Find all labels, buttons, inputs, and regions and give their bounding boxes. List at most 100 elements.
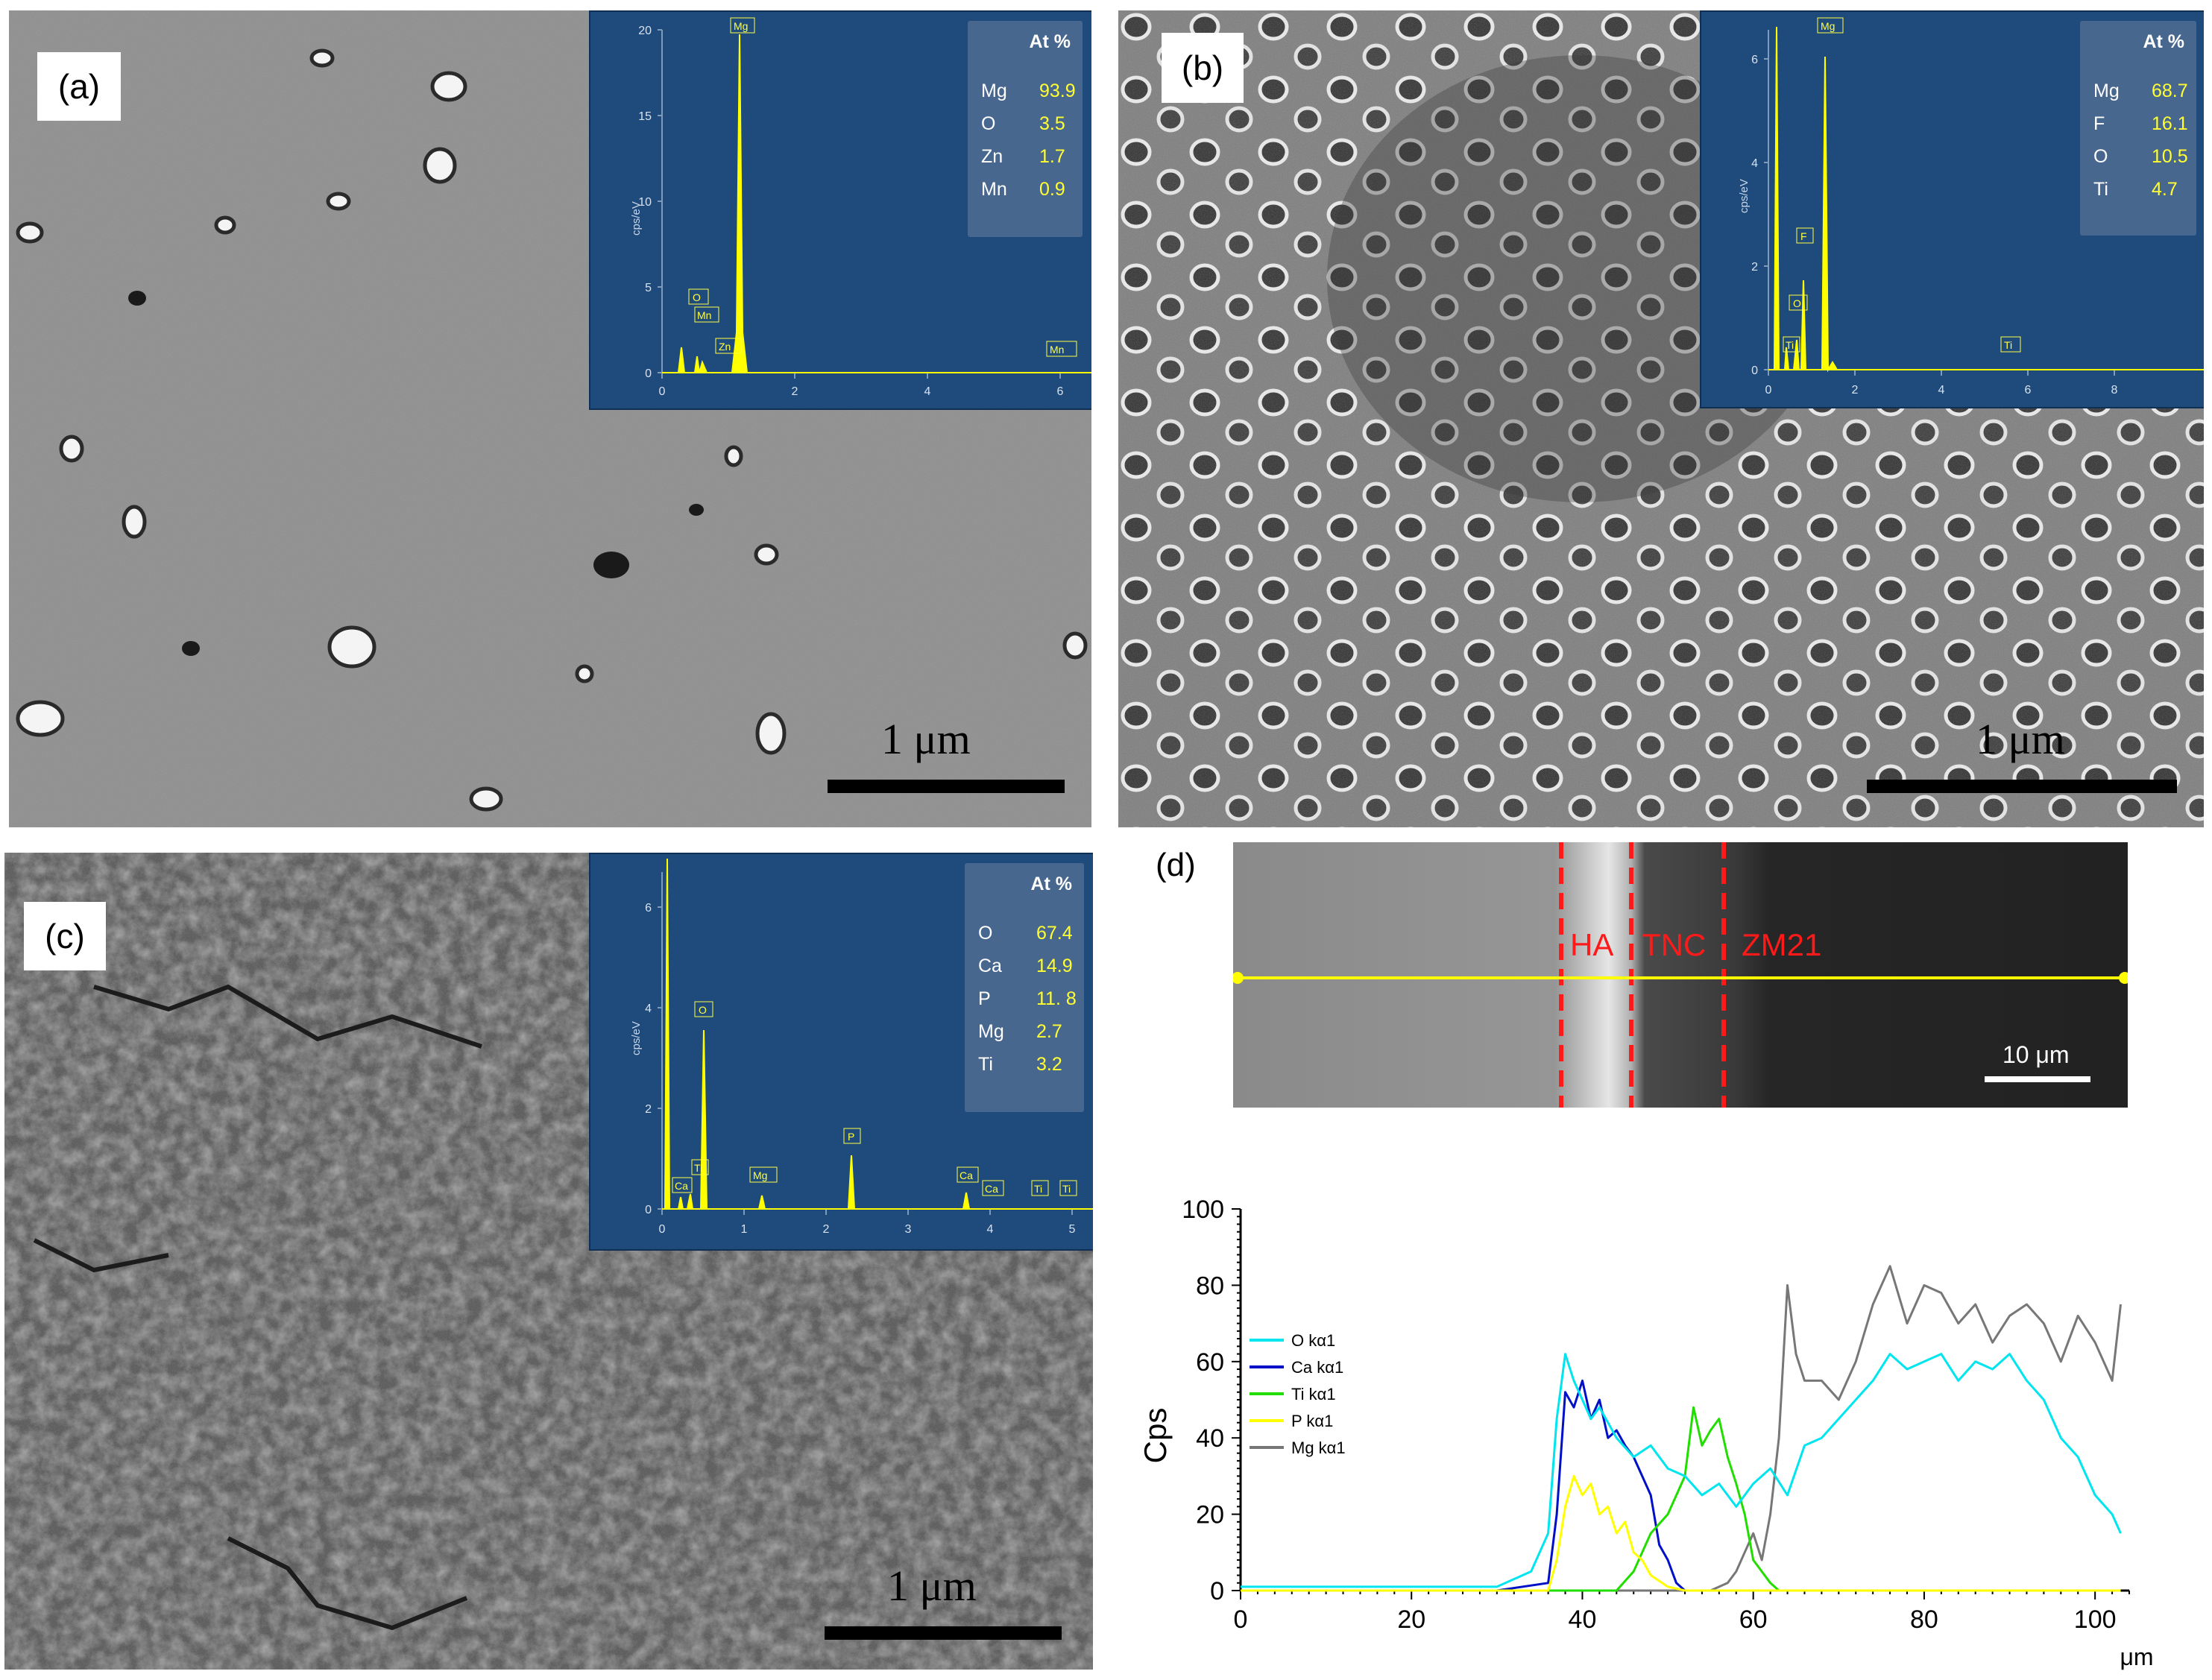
scale-bar-a: 1 μm xyxy=(820,714,1074,803)
table-row: O 67.4 xyxy=(978,923,1073,944)
y-axis-label-a: cps/eV xyxy=(630,201,643,236)
peak-label-c: Ca xyxy=(985,1183,998,1195)
series-line-ti xyxy=(1241,1406,2121,1592)
y-tick-label: 20 xyxy=(1196,1501,1224,1529)
eds-inset-c: cps/eV 0 2 4 6 0 1 2 3 4 5 O Ti Ca Mg xyxy=(589,853,1093,1251)
peak-label-c: Ca xyxy=(960,1169,973,1181)
scale-label-c: 1 μm xyxy=(887,1561,977,1610)
eds-inset-b: cps/eV 0 2 4 6 0 2 4 6 8 Mg F O Ti Ti xyxy=(1700,10,2204,408)
region-label-ha: HA xyxy=(1570,927,1613,962)
xtick-c: 3 xyxy=(905,1223,912,1236)
peak-label-b: O xyxy=(1793,297,1801,309)
table-header-c: At % xyxy=(1030,874,1072,894)
scale-label-a: 1 μm xyxy=(881,715,971,763)
cross-section-image: HA TNC ZM21 10 μm xyxy=(1233,842,2128,1108)
xtick-b: 6 xyxy=(2025,384,2032,397)
x-axis-title: μm xyxy=(2120,1643,2153,1670)
legend-label: P kα1 xyxy=(1291,1412,1333,1430)
legend-label: Mg kα1 xyxy=(1291,1439,1346,1457)
scale-bar-d xyxy=(1985,1076,2090,1082)
panel-label-d: (d) xyxy=(1156,847,1196,883)
xtick-a: 4 xyxy=(924,385,931,398)
x-tick-label: 20 xyxy=(1397,1605,1425,1634)
line-scan-start xyxy=(1233,972,1244,984)
ytick-a: 0 xyxy=(645,367,652,380)
ytick-a: 15 xyxy=(638,110,652,123)
scale-label-b: 1 μm xyxy=(1976,715,2065,763)
panel-label-c: (c) xyxy=(24,902,106,970)
peak-label-a: O xyxy=(693,291,701,303)
y-tick-label: 40 xyxy=(1196,1424,1224,1453)
xtick-c: 1 xyxy=(741,1223,748,1236)
table-header-a: At % xyxy=(1029,31,1071,52)
table-row: F 16.1 xyxy=(2093,113,2188,134)
xtick-b: 0 xyxy=(1765,384,1772,397)
legend-label: O kα1 xyxy=(1291,1331,1335,1350)
xtick-c: 2 xyxy=(823,1223,830,1236)
spectrum-line-c xyxy=(662,858,1093,1210)
y-tick-label: 0 xyxy=(1210,1577,1224,1605)
table-row: Mg 68.7 xyxy=(2093,80,2188,101)
scale-bar-c: 1 μm xyxy=(814,1561,1068,1650)
eds-spectrum-a: cps/eV 0 5 10 15 20 0 2 4 6 Mg O Mn Zn M… xyxy=(630,17,1091,398)
ytick-b: 0 xyxy=(1751,364,1758,377)
ytick-c: 4 xyxy=(645,1002,652,1015)
y-axis-title: Cps xyxy=(1138,1408,1173,1464)
x-tick-label: 100 xyxy=(2074,1605,2117,1634)
spectrum-line-a xyxy=(662,34,1091,373)
ytick-a: 10 xyxy=(638,196,652,209)
x-tick-label: 80 xyxy=(1910,1605,1938,1634)
panel-c: (c) cps/eV 0 2 4 6 0 1 2 3 xyxy=(4,853,1093,1670)
composition-table-c: At % O 67.4 Ca 14.9 P 11. 8 Mg 2.7 Ti 3.2 xyxy=(965,863,1084,1112)
x-tick-label: 0 xyxy=(1234,1605,1248,1634)
panel-label-b: (b) xyxy=(1162,33,1244,103)
xtick-b: 2 xyxy=(1852,384,1859,397)
peak-label-c: Mg xyxy=(753,1169,767,1181)
composition-table-a: At % Mg 93.9 O 3.5 Zn 1.7 Mn 0.9 xyxy=(968,21,1083,237)
table-row: Mg 93.9 xyxy=(981,80,1076,101)
peak-label-c: Ca xyxy=(675,1180,688,1192)
sem-image-c xyxy=(4,853,1093,1670)
ytick-a: 20 xyxy=(638,25,652,37)
peak-label-c: P xyxy=(848,1131,854,1143)
x-tick-label: 60 xyxy=(1739,1605,1768,1634)
ytick-a: 5 xyxy=(645,282,652,294)
panel-label-a: (a) xyxy=(37,52,121,121)
legend-label: Ca kα1 xyxy=(1291,1358,1343,1377)
xtick-a: 0 xyxy=(659,385,666,398)
series-line-ca xyxy=(1241,1379,2121,1592)
peak-label-c: O xyxy=(699,1004,707,1016)
peak-label-b: Mg xyxy=(1821,20,1835,32)
eds-inset-a: cps/eV 0 5 10 15 20 0 2 4 6 Mg O Mn Zn M… xyxy=(589,10,1091,410)
region-label-tnc: TNC xyxy=(1642,927,1706,962)
spectrum-line-b xyxy=(1768,26,2204,373)
ytick-b: 2 xyxy=(1751,261,1758,274)
xtick-c: 5 xyxy=(1069,1223,1076,1236)
line-scan-chart: 0 20 40 60 80 100 0 20 40 60 80 100 Cps μm O kα1 Ca kα… xyxy=(1138,1196,2154,1670)
table-row: O 3.5 xyxy=(981,113,1065,134)
xtick-c: 4 xyxy=(987,1223,994,1236)
region-label-zm21: ZM21 xyxy=(1742,927,1821,962)
panel-d: (d) HA TNC ZM21 xyxy=(1118,842,2207,1677)
peak-label-a: Mg xyxy=(734,20,748,32)
series-line-o xyxy=(1241,1353,2122,1588)
peak-label-a: Mn xyxy=(697,309,711,321)
ytick-b: 4 xyxy=(1751,157,1758,170)
scale-bar-b: 1 μm xyxy=(1864,714,2177,803)
table-row: O 10.5 xyxy=(2093,146,2188,167)
table-header-b: At % xyxy=(2143,31,2184,52)
table-row: Ti 3.2 xyxy=(978,1054,1062,1075)
scale-label-d: 10 μm xyxy=(2003,1041,2070,1068)
xtick-a: 2 xyxy=(792,385,798,398)
peak-label-c: Ti xyxy=(1034,1183,1042,1195)
series-line-mg xyxy=(1241,1265,2122,1592)
ytick-c: 2 xyxy=(645,1103,652,1116)
x-tick-label: 40 xyxy=(1569,1605,1597,1634)
ytick-b: 6 xyxy=(1751,54,1758,66)
ytick-c: 0 xyxy=(645,1204,652,1216)
xtick-a: 6 xyxy=(1057,385,1064,398)
y-axis-label-b: cps/eV xyxy=(1738,179,1751,213)
eds-spectrum-c: cps/eV 0 2 4 6 0 1 2 3 4 5 O Ti Ca Mg xyxy=(630,858,1093,1236)
line-scan-end xyxy=(2119,972,2128,984)
xtick-c: 0 xyxy=(659,1223,666,1236)
